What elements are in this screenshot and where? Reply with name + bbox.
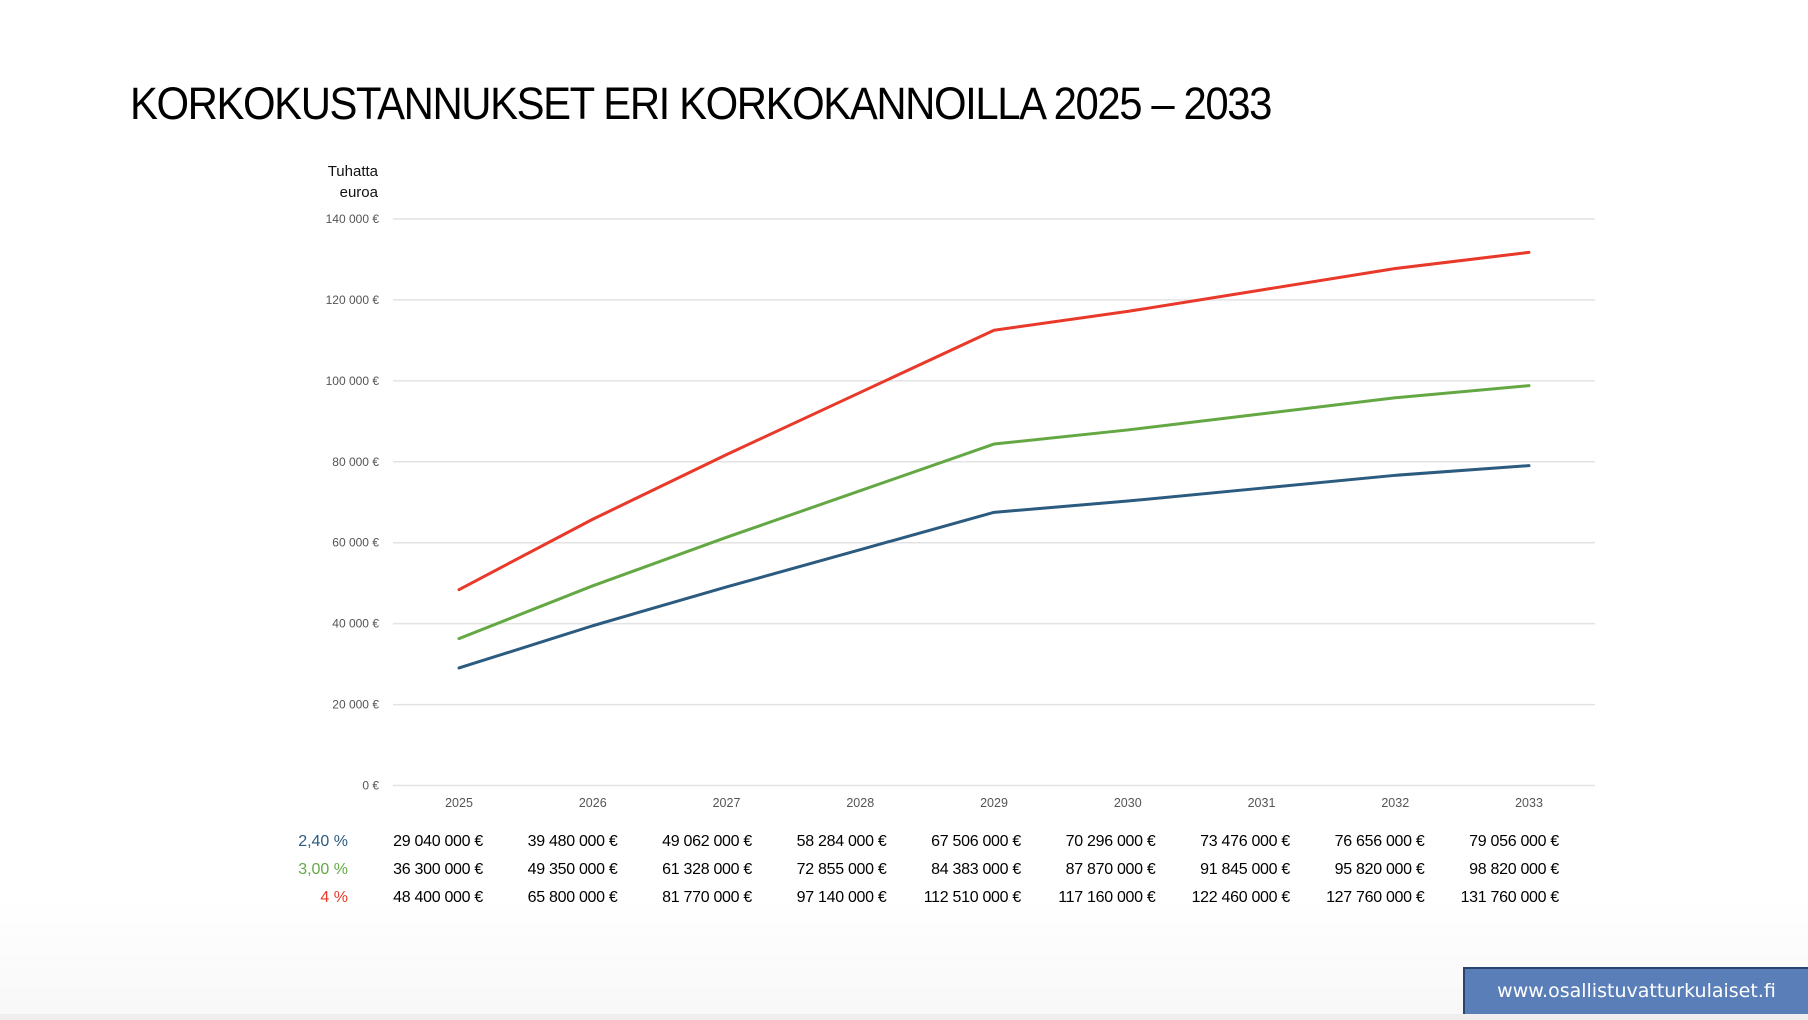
table-cell: 39 480 000 € (527, 833, 618, 850)
series-lines (457, 250, 1531, 670)
table-cell: 131 760 000 € (1460, 889, 1560, 906)
y-tick-label: 20 000 € (332, 698, 379, 712)
x-axis-ticks: 2025 2026 2027 2028 2029 2030 2031 2032 2033 (445, 796, 1543, 810)
unit-label-line1: Tuhatta (327, 163, 378, 180)
table-cell: 36 300 000 € (393, 861, 483, 878)
table-cell: 87 870 000 € (1065, 861, 1156, 878)
table-cell: 73 476 000 € (1200, 833, 1290, 850)
table-cell: 49 350 000 € (527, 861, 618, 878)
table-cell: 117 160 000 € (1058, 889, 1156, 906)
y-tick-label: 120 000 € (326, 293, 380, 307)
table-cell: 81 770 000 € (662, 889, 752, 906)
table-cell: 58 284 000 € (796, 833, 887, 850)
x-tick-label: 2032 (1381, 796, 1409, 810)
y-axis-ticks: 0 € 20 000 € 40 000 € 60 000 € 80 000 € 100 0… (326, 212, 380, 793)
table-cell: 97 140 000 € (796, 889, 887, 906)
line-chart: 0 € 20 000 € 40 000 € 60 000 € 80 000 € 100 0… (326, 212, 1595, 810)
x-tick-label: 2033 (1515, 796, 1543, 810)
table-cell: 76 656 000 € (1334, 833, 1425, 850)
page-title: KORKOKUSTANNUKSET ERI KORKOKANNOILLA 202… (130, 78, 1272, 129)
series-line (457, 250, 1531, 592)
table-row: 3,00 % 36 300 000 € 49 350 000 € 61 328 000… (0, 857, 1808, 885)
series-line (457, 384, 1531, 641)
table-cell: 61 328 000 € (662, 861, 752, 878)
table-cell: 72 855 000 € (796, 861, 887, 878)
row-label: 3,00 % (298, 861, 348, 878)
series-line (457, 464, 1531, 670)
x-tick-label: 2030 (1114, 796, 1142, 810)
table-cell: 79 056 000 € (1469, 833, 1559, 850)
table-cell: 70 296 000 € (1065, 833, 1156, 850)
table-row: 4 % 48 400 000 € 65 800 000 € 81 770 000 € 9… (0, 885, 1808, 913)
y-tick-label: 60 000 € (332, 536, 379, 550)
y-tick-label: 140 000 € (326, 212, 380, 226)
table-cell: 49 062 000 € (662, 833, 752, 850)
x-tick-label: 2027 (713, 796, 741, 810)
y-axis-unit-label: Tuhatta euroa (300, 161, 378, 203)
x-tick-label: 2031 (1248, 796, 1276, 810)
table-cell: 127 760 000 € (1326, 889, 1425, 906)
gridlines (393, 218, 1595, 787)
table-cell: 95 820 000 € (1334, 861, 1425, 878)
table-cell: 48 400 000 € (393, 889, 483, 906)
table-cell: 98 820 000 € (1469, 861, 1559, 878)
x-tick-label: 2028 (846, 796, 874, 810)
y-tick-label: 100 000 € (326, 374, 380, 388)
table-cell: 84 383 000 € (931, 861, 1021, 878)
table-row: 2,40 % 29 040 000 € 39 480 000 € 49 062 000… (0, 829, 1808, 857)
table-cell: 122 460 000 € (1191, 889, 1291, 906)
table-cell: 67 506 000 € (931, 833, 1021, 850)
y-tick-label: 40 000 € (332, 617, 379, 631)
table-cell: 65 800 000 € (527, 889, 618, 906)
y-tick-label: 80 000 € (332, 455, 379, 469)
row-label: 2,40 % (298, 833, 348, 850)
row-label: 4 % (320, 889, 348, 906)
table-cell: 91 845 000 € (1200, 861, 1290, 878)
x-tick-label: 2029 (980, 796, 1008, 810)
table-cell: 29 040 000 € (393, 833, 483, 850)
bottom-bar (0, 1014, 1808, 1020)
x-tick-label: 2025 (445, 796, 473, 810)
table-cell: 112 510 000 € (923, 889, 1022, 906)
y-tick-label: 0 € (362, 779, 379, 793)
x-tick-label: 2026 (579, 796, 607, 810)
website-badge[interactable]: www.osallistuvatturkulaiset.fi (1463, 967, 1808, 1015)
unit-label-line2: euroa (339, 184, 378, 201)
